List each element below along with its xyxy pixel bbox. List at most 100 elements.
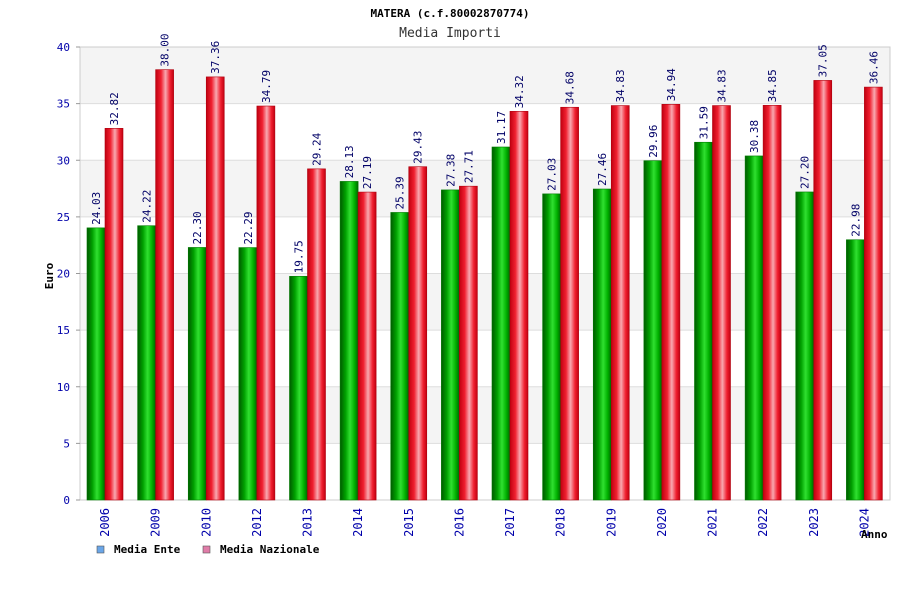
data-label: 36.46 bbox=[867, 51, 880, 84]
data-label: 34.68 bbox=[564, 71, 577, 104]
bar-media-nazionale bbox=[560, 106, 579, 501]
legend-swatch bbox=[202, 545, 211, 554]
y-tick-label: 40 bbox=[57, 41, 70, 54]
data-label: 29.24 bbox=[311, 132, 324, 165]
bar-media-nazionale bbox=[155, 69, 174, 501]
x-tick-label: 2023 bbox=[807, 508, 821, 537]
bar-media-nazionale bbox=[712, 105, 731, 501]
data-label: 34.94 bbox=[665, 68, 678, 101]
data-label: 32.82 bbox=[108, 92, 121, 125]
legend-swatch bbox=[96, 545, 105, 554]
x-tick-label: 2009 bbox=[149, 508, 163, 537]
bar-media-nazionale bbox=[509, 111, 529, 501]
y-tick-label: 5 bbox=[63, 437, 70, 450]
bar-media-ente bbox=[289, 276, 308, 501]
bar-media-nazionale bbox=[610, 105, 630, 501]
data-label: 19.75 bbox=[293, 240, 306, 273]
x-tick-label: 2013 bbox=[301, 508, 315, 537]
bar-media-nazionale bbox=[459, 185, 478, 501]
data-label: 34.83 bbox=[716, 69, 729, 102]
data-label: 25.39 bbox=[394, 176, 407, 209]
bar-media-ente bbox=[187, 247, 207, 501]
data-label: 34.83 bbox=[614, 69, 627, 102]
bar-media-ente bbox=[339, 181, 359, 501]
data-label: 22.30 bbox=[191, 211, 204, 244]
y-tick-label: 0 bbox=[63, 494, 70, 507]
x-tick-label: 2021 bbox=[706, 508, 720, 537]
data-label: 37.05 bbox=[817, 44, 830, 77]
x-axis-label: Anno bbox=[861, 528, 888, 541]
data-label: 34.32 bbox=[513, 75, 526, 108]
data-label: 38.00 bbox=[159, 34, 172, 67]
bar-media-nazionale bbox=[104, 128, 124, 501]
bar-media-nazionale bbox=[661, 104, 681, 501]
data-label: 27.38 bbox=[444, 154, 457, 187]
data-label: 29.43 bbox=[412, 131, 425, 164]
bar-media-nazionale bbox=[205, 76, 225, 501]
x-tick-label: 2010 bbox=[199, 508, 213, 537]
x-tick-label: 2012 bbox=[250, 508, 264, 537]
x-tick-label: 2019 bbox=[604, 508, 618, 537]
bar-media-nazionale bbox=[762, 105, 782, 501]
data-label: 22.98 bbox=[849, 204, 862, 237]
bar-media-ente bbox=[238, 247, 258, 501]
x-tick-label: 2014 bbox=[351, 508, 365, 537]
bar-media-nazionale bbox=[813, 80, 833, 501]
y-tick-label: 20 bbox=[57, 268, 70, 281]
x-tick-label: 2017 bbox=[503, 508, 517, 537]
bar-media-ente bbox=[694, 141, 713, 501]
legend-label: Media Ente bbox=[114, 543, 181, 556]
y-tick-label: 35 bbox=[57, 98, 70, 111]
data-label: 29.96 bbox=[647, 125, 660, 158]
bar-media-ente bbox=[390, 212, 410, 501]
data-label: 31.59 bbox=[698, 106, 711, 139]
y-tick-label: 30 bbox=[57, 154, 70, 167]
bar-media-ente bbox=[542, 193, 561, 501]
bar-media-ente bbox=[592, 188, 612, 501]
bar-media-nazionale bbox=[357, 191, 377, 501]
x-tick-label: 2022 bbox=[756, 508, 770, 537]
y-tick-label: 25 bbox=[57, 211, 70, 224]
legend: Media Ente Media Nazionale bbox=[96, 543, 320, 556]
data-label: 27.46 bbox=[596, 153, 609, 186]
x-tick-label: 2020 bbox=[655, 508, 669, 537]
data-label: 27.71 bbox=[462, 150, 475, 183]
bar-media-ente bbox=[137, 225, 156, 501]
x-tick-label: 2018 bbox=[554, 508, 568, 537]
bar-media-nazionale bbox=[307, 168, 326, 501]
data-label: 37.36 bbox=[209, 41, 222, 74]
bar-media-nazionale bbox=[408, 166, 428, 501]
x-tick-label: 2015 bbox=[402, 508, 416, 537]
bar-media-ente bbox=[744, 155, 764, 501]
bar-media-ente bbox=[491, 146, 511, 501]
data-label: 34.85 bbox=[766, 69, 779, 102]
y-tick-label: 15 bbox=[57, 324, 70, 337]
data-label: 30.38 bbox=[748, 120, 761, 153]
y-tick-label: 10 bbox=[57, 381, 70, 394]
bar-media-nazionale bbox=[864, 86, 883, 501]
bar-media-ente bbox=[846, 239, 865, 501]
data-label: 34.79 bbox=[260, 70, 273, 103]
data-label: 27.03 bbox=[546, 158, 559, 191]
x-tick-label: 2024 bbox=[857, 508, 871, 537]
bar-media-nazionale bbox=[256, 105, 276, 501]
bar-media-ente bbox=[86, 227, 106, 501]
bar-media-ente bbox=[795, 191, 815, 501]
data-label: 24.03 bbox=[90, 192, 103, 225]
x-tick-label: 2016 bbox=[452, 508, 466, 537]
data-label: 31.17 bbox=[495, 111, 508, 144]
data-label: 24.22 bbox=[141, 190, 154, 223]
data-label: 28.13 bbox=[343, 145, 356, 178]
data-label: 27.20 bbox=[799, 156, 812, 189]
legend-label: Media Nazionale bbox=[220, 543, 320, 556]
bar-media-ente bbox=[643, 160, 663, 501]
x-tick-label: 2006 bbox=[98, 508, 112, 537]
data-label: 22.29 bbox=[242, 211, 255, 244]
bar-media-ente bbox=[441, 189, 460, 501]
chart-subtitle: Media Importi bbox=[399, 26, 501, 41]
data-label: 27.19 bbox=[361, 156, 374, 189]
chart-title: MATERA (c.f.80002870774) bbox=[371, 7, 530, 20]
y-axis-label: Euro bbox=[43, 262, 56, 289]
plot-area: 0 5 10 15 20 25 30 35 40 24.03 32.82 2006 24.22 38.00… bbox=[57, 34, 891, 537]
